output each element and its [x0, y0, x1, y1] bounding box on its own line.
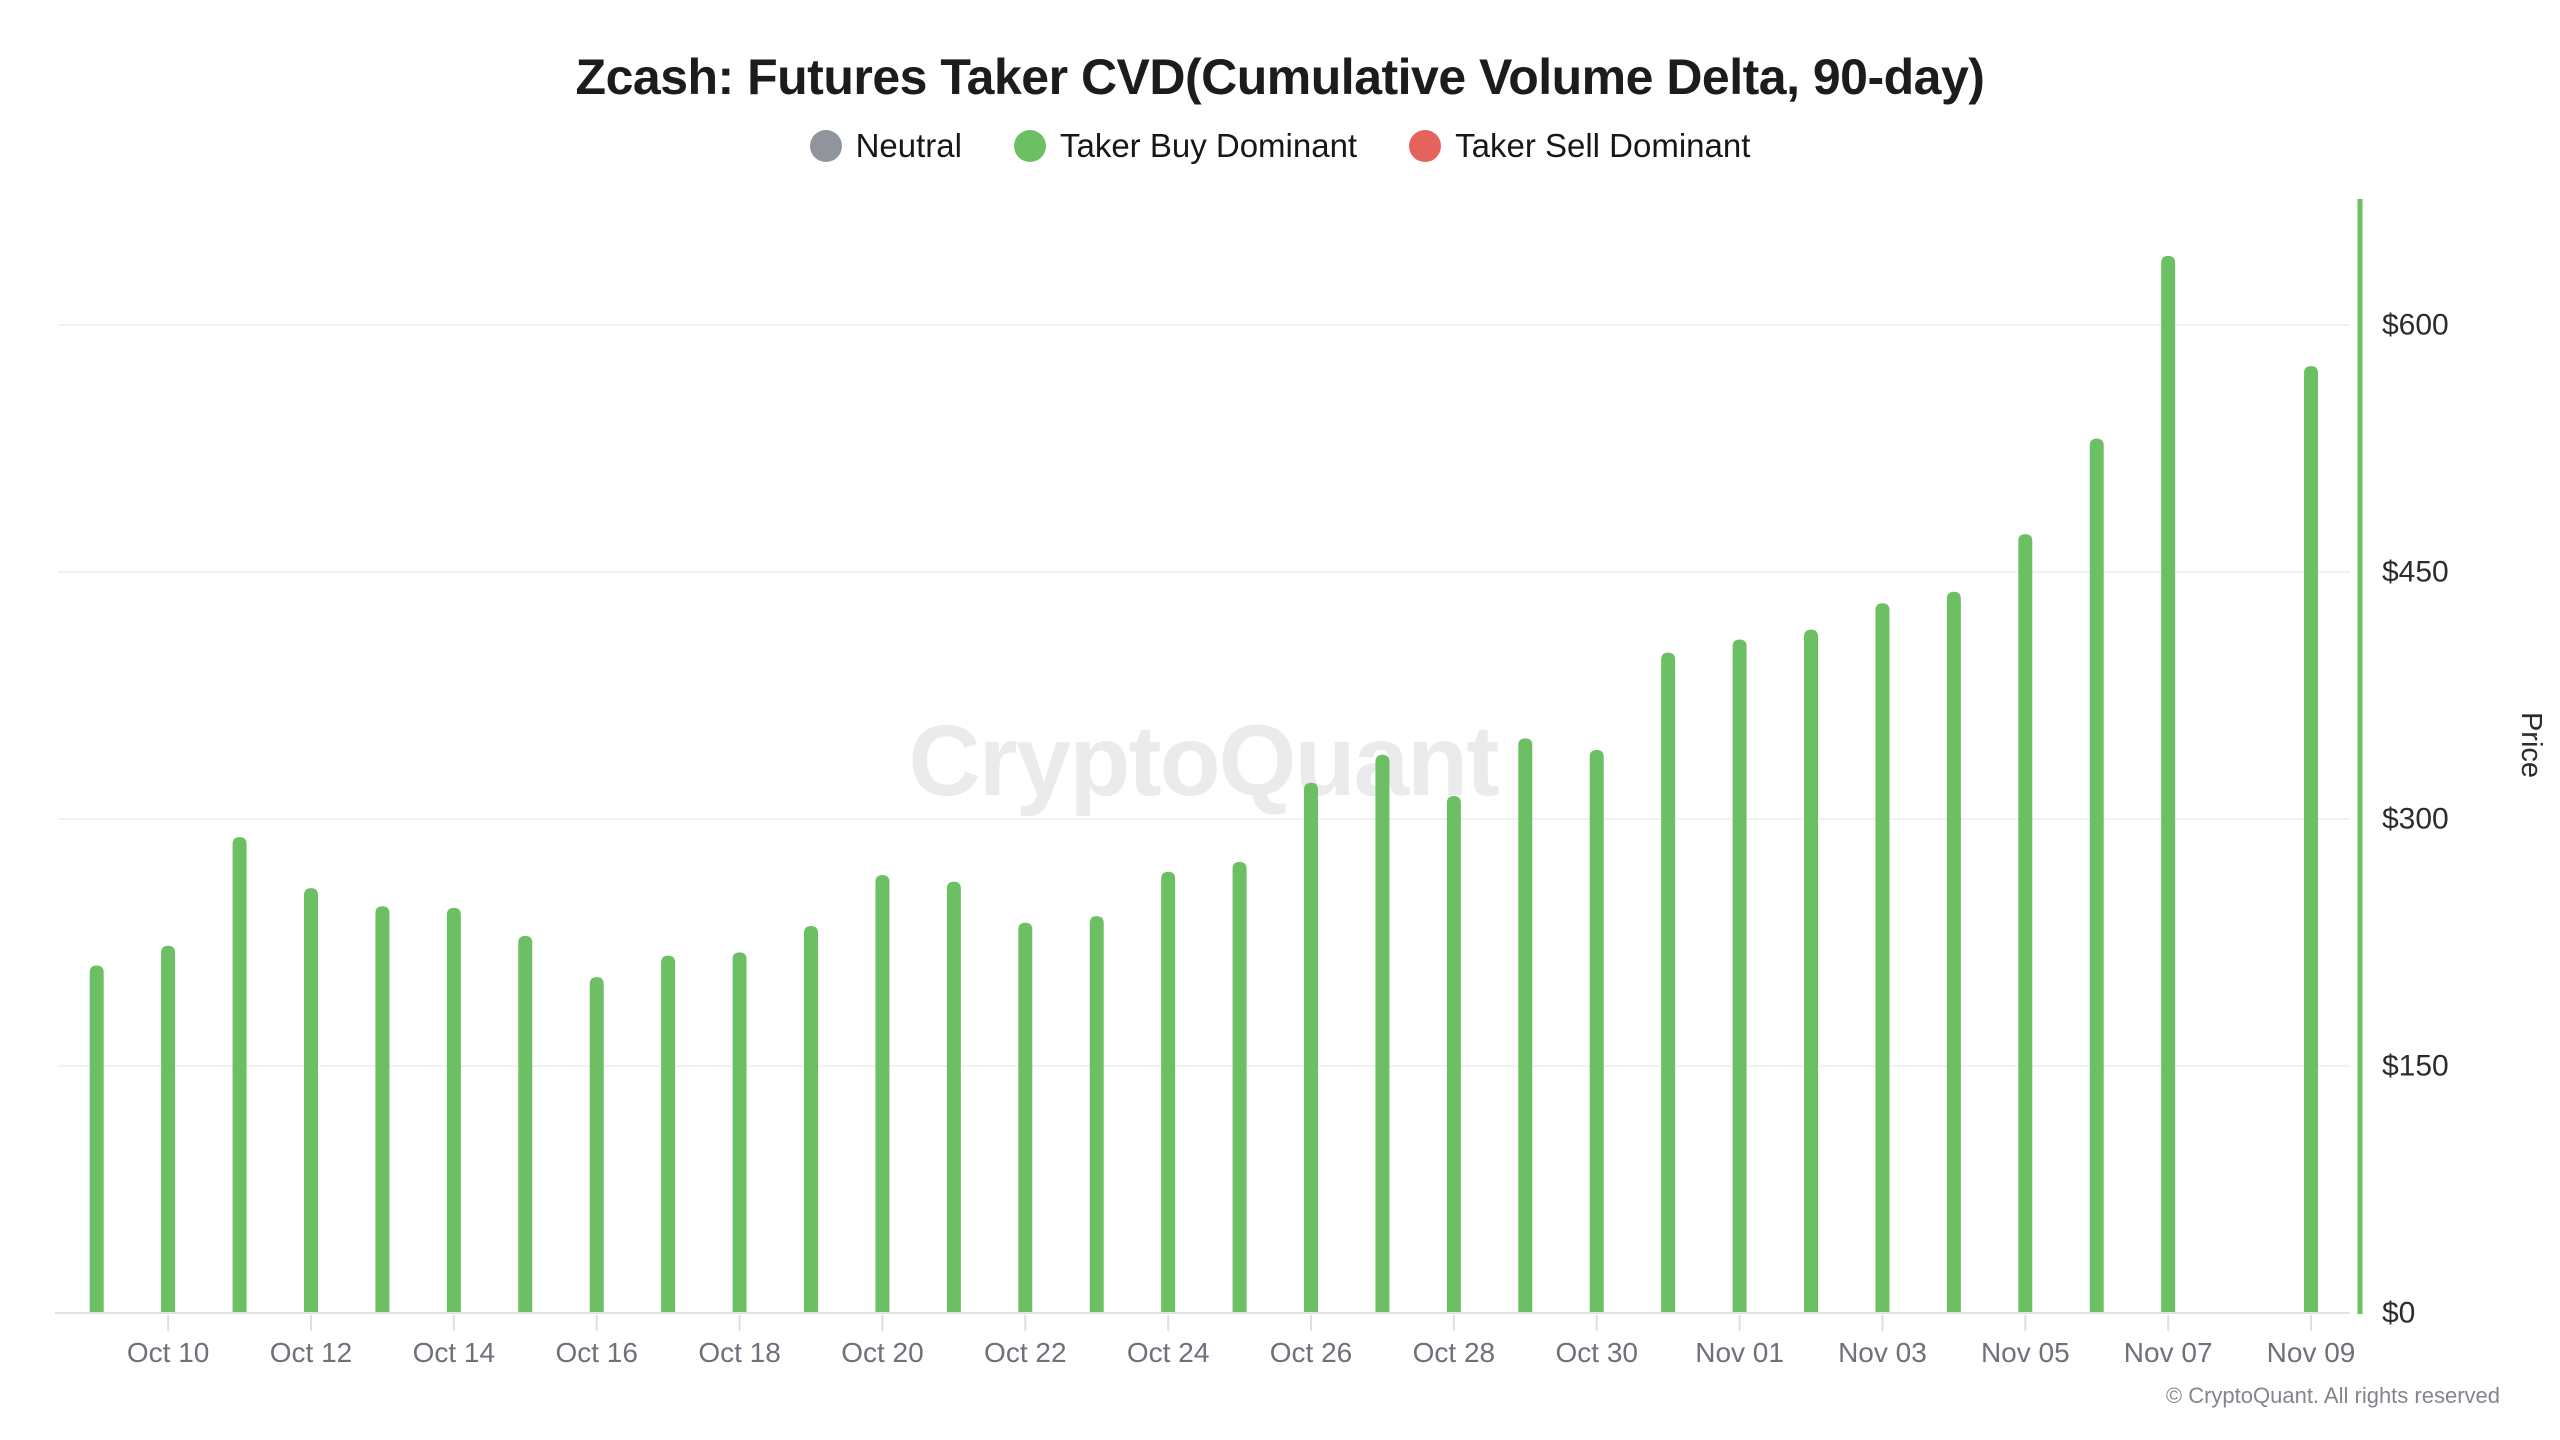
copyright-text: © CryptoQuant. All rights reserved — [2165, 1383, 2500, 1408]
bar-Oct-13[interactable] — [375, 906, 390, 1313]
cryptoquant-watermark: CryptoQuant — [908, 705, 1499, 817]
y-axis-title: Price — [2515, 712, 2547, 778]
x-tick-label-Nov-03: Nov 03 — [1838, 1337, 1927, 1368]
bar-Oct-30[interactable] — [1589, 749, 1604, 1313]
y-tick-label-600: $600 — [2382, 309, 2449, 342]
bar-Oct-23[interactable] — [1089, 916, 1104, 1313]
x-tick-label-Oct-28: Oct 28 — [1413, 1337, 1495, 1368]
bar-Oct-25[interactable] — [1232, 861, 1247, 1313]
bar-Oct-26[interactable] — [1304, 782, 1319, 1313]
bar-Oct-17[interactable] — [661, 955, 676, 1313]
bar-Oct-10[interactable] — [161, 945, 176, 1313]
bar-Oct-12[interactable] — [303, 888, 318, 1313]
chart-title: Zcash: Futures Taker CVD(Cumulative Volu… — [575, 49, 1985, 105]
x-tick-label-Oct-22: Oct 22 — [984, 1337, 1066, 1368]
bar-Oct-14[interactable] — [446, 907, 461, 1313]
x-tick-label-Nov-09: Nov 09 — [2267, 1337, 2356, 1368]
bar-Nov-09[interactable] — [2304, 366, 2319, 1314]
bar-Oct-11[interactable] — [232, 837, 247, 1313]
x-tick-label-Oct-24: Oct 24 — [1127, 1337, 1209, 1368]
legend-label-neutral: Neutral — [855, 127, 962, 164]
legend-item-taker-buy-dominant[interactable]: Taker Buy Dominant — [1013, 127, 1358, 165]
x-tick-label-Oct-20: Oct 20 — [841, 1337, 923, 1368]
legend: Neutral Taker Buy Dominant Taker Sell Do… — [0, 127, 2560, 165]
bar-Oct-18[interactable] — [732, 952, 747, 1313]
bar-Nov-04[interactable] — [1946, 591, 1961, 1313]
x-tick-label-Oct-30: Oct 30 — [1555, 1337, 1637, 1368]
y-tick-label-450: $450 — [2382, 556, 2449, 589]
bar-Oct-16[interactable] — [589, 977, 604, 1313]
x-tick-label-Oct-18: Oct 18 — [698, 1337, 780, 1368]
y-tick-label-300: $300 — [2382, 803, 2449, 836]
legend-item-neutral[interactable]: Neutral — [809, 127, 962, 165]
legend-label-taker-sell: Taker Sell Dominant — [1455, 127, 1751, 164]
x-tick-label-Oct-16: Oct 16 — [555, 1337, 637, 1368]
bar-Nov-01[interactable] — [1732, 639, 1747, 1313]
bar-Nov-07[interactable] — [2161, 255, 2176, 1314]
legend-label-taker-buy: Taker Buy Dominant — [1059, 127, 1358, 164]
x-tick-label-Nov-05: Nov 05 — [1981, 1337, 2070, 1368]
y-tick-label-150: $150 — [2382, 1050, 2449, 1083]
x-tick-label-Nov-07: Nov 07 — [2124, 1337, 2213, 1368]
bar-Oct-21[interactable] — [946, 881, 961, 1313]
bar-Oct-09[interactable] — [89, 965, 104, 1313]
bar-Oct-31[interactable] — [1661, 652, 1676, 1313]
bar-Nov-03[interactable] — [1875, 603, 1890, 1313]
neutral-dot-icon — [809, 130, 842, 162]
x-tick-label-Oct-12: Oct 12 — [270, 1337, 352, 1368]
x-tick-label-Oct-26: Oct 26 — [1270, 1337, 1352, 1368]
bar-Oct-19[interactable] — [804, 926, 818, 1313]
x-tick-label-Nov-01: Nov 01 — [1695, 1337, 1784, 1368]
bar-Oct-29[interactable] — [1518, 738, 1533, 1313]
x-tick-label-Oct-14: Oct 14 — [413, 1337, 495, 1368]
bar-Oct-27[interactable] — [1375, 754, 1390, 1313]
bar-Oct-22[interactable] — [1018, 922, 1033, 1313]
bar-Oct-20[interactable] — [875, 874, 890, 1313]
bar-Oct-28[interactable] — [1446, 795, 1461, 1313]
bar-Oct-15[interactable] — [518, 935, 533, 1313]
y-tick-label-0: $0 — [2382, 1297, 2415, 1330]
bar-Nov-05[interactable] — [2018, 534, 2033, 1313]
bar-Nov-02[interactable] — [1804, 629, 1819, 1313]
x-tick-label-Oct-10: Oct 10 — [127, 1337, 209, 1368]
legend-item-taker-sell-dominant[interactable]: Taker Sell Dominant — [1409, 127, 1750, 165]
bar-Oct-24[interactable] — [1161, 871, 1176, 1313]
taker-sell-dot-icon — [1409, 130, 1442, 162]
bar-Nov-06[interactable] — [2089, 438, 2104, 1313]
taker-buy-dot-icon — [1013, 130, 1046, 162]
